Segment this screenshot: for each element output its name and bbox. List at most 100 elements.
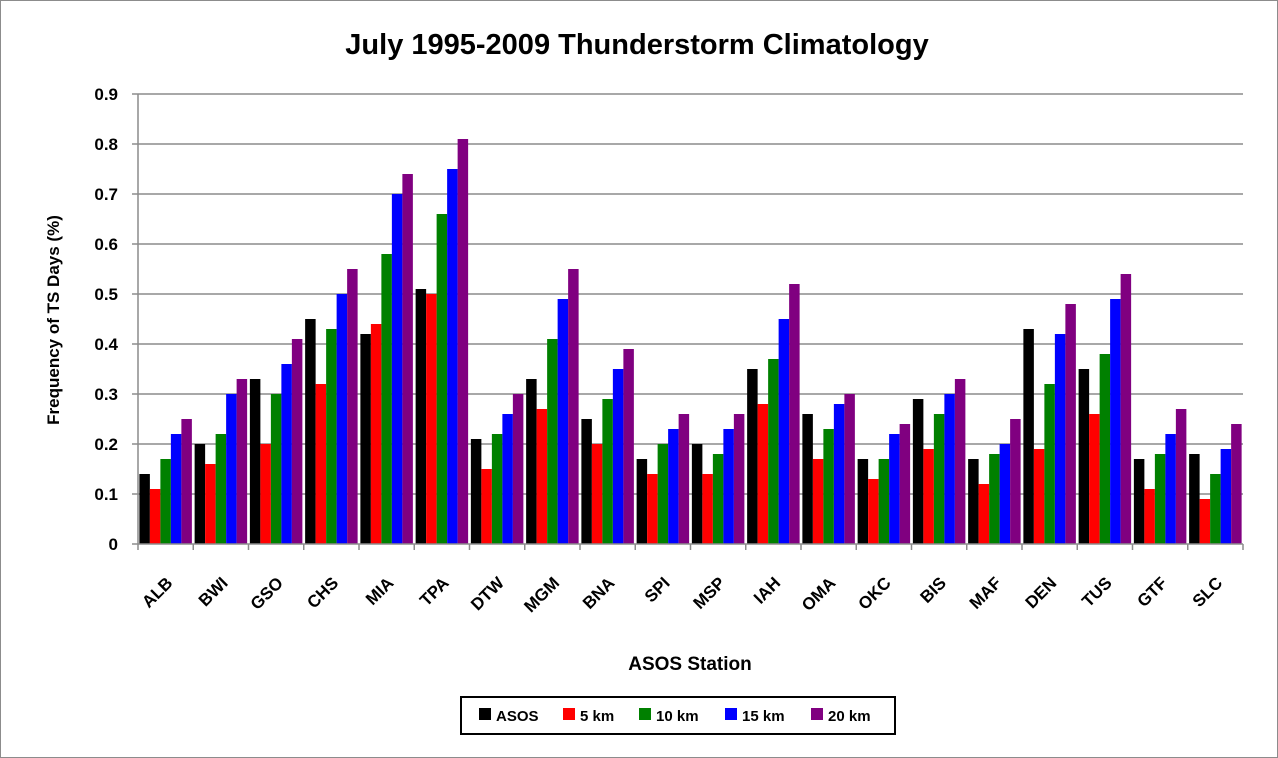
bar-mia-asos bbox=[360, 334, 371, 544]
bar-bna-asos bbox=[581, 419, 592, 544]
x-tick-label: OKC bbox=[855, 573, 895, 613]
legend-swatch-20km bbox=[811, 708, 823, 720]
bar-tus-asos bbox=[1078, 369, 1090, 544]
bar-mia-5km bbox=[370, 324, 382, 544]
bar-tus-5km bbox=[1089, 414, 1100, 544]
x-tick-label: OMA bbox=[798, 573, 839, 614]
x-tick-label: TPA bbox=[416, 573, 453, 610]
y-tick-label: 0 bbox=[109, 535, 118, 554]
bar-tpa-asos bbox=[415, 289, 427, 544]
bar-tpa-10km bbox=[436, 214, 448, 544]
bar-gtf-asos bbox=[1133, 459, 1145, 544]
y-axis-label: Frequency of TS Days (%) bbox=[44, 215, 63, 425]
legend-swatch-15km bbox=[725, 708, 737, 720]
bar-chs-20km bbox=[347, 269, 358, 544]
bar-tus-10km bbox=[1099, 354, 1111, 544]
x-tick-label: GTF bbox=[1133, 573, 1170, 610]
bar-dtw-20km bbox=[512, 394, 524, 544]
x-tick-label: BWI bbox=[195, 573, 232, 610]
y-tick-label: 0.7 bbox=[94, 185, 118, 204]
x-tick-label: MIA bbox=[362, 573, 397, 608]
x-tick-label: MGM bbox=[520, 573, 563, 616]
bar-mia-15km bbox=[391, 194, 403, 544]
legend-swatch-5km bbox=[563, 708, 575, 720]
bar-den-5km bbox=[1033, 449, 1045, 544]
bar-bwi-10km bbox=[215, 434, 227, 544]
x-tick-label: MSP bbox=[689, 573, 728, 612]
bars bbox=[139, 139, 1242, 544]
bar-slc-asos bbox=[1189, 454, 1200, 544]
bar-chs-asos bbox=[305, 319, 316, 544]
bar-slc-5km bbox=[1199, 499, 1211, 544]
bar-den-10km bbox=[1044, 384, 1055, 544]
legend-label: ASOS bbox=[496, 708, 539, 725]
x-axis-label: ASOS Station bbox=[628, 654, 752, 675]
bar-maf-asos bbox=[968, 459, 979, 544]
bar-bwi-5km bbox=[205, 464, 216, 544]
x-tick-label: IAH bbox=[750, 573, 784, 607]
bar-tpa-20km bbox=[457, 139, 469, 544]
bar-bna-15km bbox=[612, 369, 624, 544]
y-tick-label: 0.6 bbox=[94, 235, 118, 254]
bar-tpa-15km bbox=[447, 169, 458, 544]
bar-maf-20km bbox=[1010, 419, 1021, 544]
bar-okc-20km bbox=[899, 424, 911, 544]
bar-bna-10km bbox=[602, 399, 613, 544]
bar-den-asos bbox=[1023, 329, 1034, 544]
bar-iah-10km bbox=[768, 359, 779, 544]
bar-msp-asos bbox=[691, 444, 703, 544]
bar-dtw-asos bbox=[470, 439, 482, 544]
x-tick-label: BIS bbox=[916, 573, 949, 606]
y-tick-label: 0.3 bbox=[94, 385, 118, 404]
bar-mgm-20km bbox=[568, 269, 579, 544]
bar-bna-20km bbox=[623, 349, 634, 544]
bar-oma-15km bbox=[833, 404, 845, 544]
bar-spi-20km bbox=[678, 414, 690, 544]
bar-gtf-10km bbox=[1154, 454, 1166, 544]
bar-gso-5km bbox=[260, 444, 271, 544]
x-tick-label: TUS bbox=[1078, 573, 1115, 610]
bar-spi-asos bbox=[636, 459, 648, 544]
gridlines bbox=[138, 93, 1243, 495]
bar-gso-20km bbox=[291, 339, 303, 544]
bar-msp-15km bbox=[723, 429, 734, 544]
bar-tus-15km bbox=[1110, 299, 1121, 544]
bar-bwi-15km bbox=[226, 394, 237, 544]
x-tick-label: CHS bbox=[303, 573, 342, 612]
y-tick-label: 0.4 bbox=[94, 335, 118, 354]
bar-dtw-10km bbox=[491, 434, 503, 544]
bar-msp-10km bbox=[712, 454, 724, 544]
y-tick-label: 0.8 bbox=[94, 135, 118, 154]
bar-mgm-10km bbox=[547, 339, 558, 544]
bar-okc-asos bbox=[857, 459, 869, 544]
chart-title: July 1995-2009 Thunderstorm Climatology bbox=[345, 29, 928, 61]
x-tick-label: SPI bbox=[641, 573, 674, 606]
bar-alb-asos bbox=[139, 474, 150, 544]
bar-tus-20km bbox=[1120, 274, 1132, 544]
y-tick-label: 0.5 bbox=[94, 285, 118, 304]
bar-oma-5km bbox=[812, 459, 824, 544]
x-axis-ticks: ALB BWI GSO CHS MIA TPA DTW MGM BNA SPI MSP IAH OMA O… bbox=[138, 573, 1226, 616]
legend-label: 20 km bbox=[828, 708, 871, 725]
y-tick-label: 0.9 bbox=[94, 85, 118, 104]
bar-den-20km bbox=[1065, 304, 1076, 544]
legend-label: 15 km bbox=[742, 708, 785, 725]
bar-bwi-20km bbox=[236, 379, 248, 544]
x-tick-label: DEN bbox=[1022, 573, 1061, 612]
bar-slc-20km bbox=[1231, 424, 1242, 544]
bar-dtw-5km bbox=[481, 469, 492, 544]
x-tick-label: BNA bbox=[579, 573, 618, 612]
bar-iah-20km bbox=[789, 284, 800, 544]
y-tick-label: 0.2 bbox=[94, 435, 118, 454]
bar-bis-20km bbox=[954, 379, 966, 544]
bar-gso-asos bbox=[249, 379, 261, 544]
bar-okc-10km bbox=[878, 459, 890, 544]
bar-chs-15km bbox=[336, 294, 348, 544]
bar-oma-10km bbox=[823, 429, 834, 544]
bar-iah-5km bbox=[757, 404, 769, 544]
bar-alb-5km bbox=[149, 489, 161, 544]
bar-alb-20km bbox=[181, 419, 192, 544]
bar-oma-20km bbox=[844, 394, 855, 544]
legend-label: 5 km bbox=[580, 708, 614, 725]
bar-okc-15km bbox=[889, 434, 900, 544]
